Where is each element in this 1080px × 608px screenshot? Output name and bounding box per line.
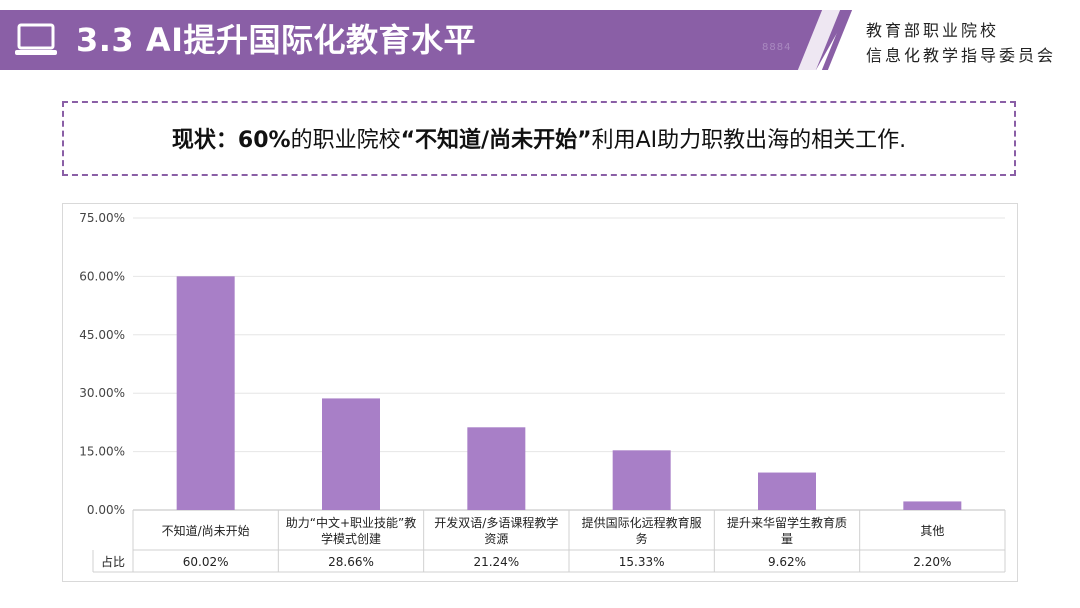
bar: [612, 450, 671, 510]
data-label: 21.24%: [473, 555, 519, 569]
data-label: 15.33%: [619, 555, 665, 569]
status-prefix: 现状：: [171, 128, 238, 153]
category-label: 提供国际化远程教育服: [582, 515, 702, 530]
bar: [903, 501, 962, 510]
status-suffix: 利用AI助力职教出海的相关工作.: [591, 128, 907, 153]
data-label: 60.02%: [183, 555, 229, 569]
bar: [758, 472, 816, 510]
data-label: 28.66%: [328, 555, 374, 569]
bar: [322, 398, 380, 510]
data-label: 2.20%: [913, 555, 951, 569]
organization-name: 教育部职业院校 信息化教学指导委员会: [866, 18, 1071, 68]
category-label: 不知道/尚未开始: [162, 524, 250, 538]
y-tick-label: 30.00%: [79, 386, 125, 400]
y-tick-label: 45.00%: [79, 328, 125, 342]
series-name: 占比: [101, 554, 125, 569]
category-label: 开发双语/多语课程教学: [434, 515, 558, 530]
status-quote: “不知道/尚未开始”: [400, 128, 592, 153]
category-label: 量: [781, 532, 793, 546]
y-tick-label: 60.00%: [79, 269, 125, 283]
chart-frame: 0.00% 15.00% 30.00% 45.00% 60.00% 75.00% 不知道/尚…: [62, 203, 1018, 582]
laptop-icon: [15, 23, 57, 55]
category-label: 务: [636, 531, 648, 546]
faint-watermark: 8884: [762, 42, 792, 53]
y-tick-label: 15.00%: [79, 445, 125, 459]
bar: [176, 276, 235, 510]
data-label: 9.62%: [768, 555, 806, 569]
y-tick-label: 0.00%: [87, 503, 125, 517]
status-middle: 的职业院校: [290, 128, 401, 153]
category-label: 学模式创建: [321, 531, 381, 546]
page-title: 3.3 AI提升国际化教育水平: [76, 21, 477, 59]
bar: [467, 427, 526, 510]
status-callout: 现状：60%的职业院校“不知道/尚未开始”利用AI助力职教出海的相关工作.: [62, 101, 1016, 176]
y-tick-label: 75.00%: [79, 211, 125, 225]
bar-chart: 0.00% 15.00% 30.00% 45.00% 60.00% 75.00% 不知道/尚…: [79, 211, 1006, 573]
category-label: 其他: [920, 524, 944, 538]
status-percent: 60%: [237, 128, 291, 153]
category-label: 提升来华留学生教育质: [727, 515, 847, 530]
org-line-2: 信息化教学指导委员会: [866, 46, 1057, 65]
category-label: 资源: [484, 532, 508, 546]
category-label: 助力“中文+职业技能”教: [286, 515, 417, 530]
header-band: [0, 10, 850, 70]
org-line-1: 教育部职业院校: [866, 21, 1000, 40]
status-sentence: 现状：60%的职业院校“不知道/尚未开始”利用AI助力职教出海的相关工作.: [64, 122, 1014, 154]
